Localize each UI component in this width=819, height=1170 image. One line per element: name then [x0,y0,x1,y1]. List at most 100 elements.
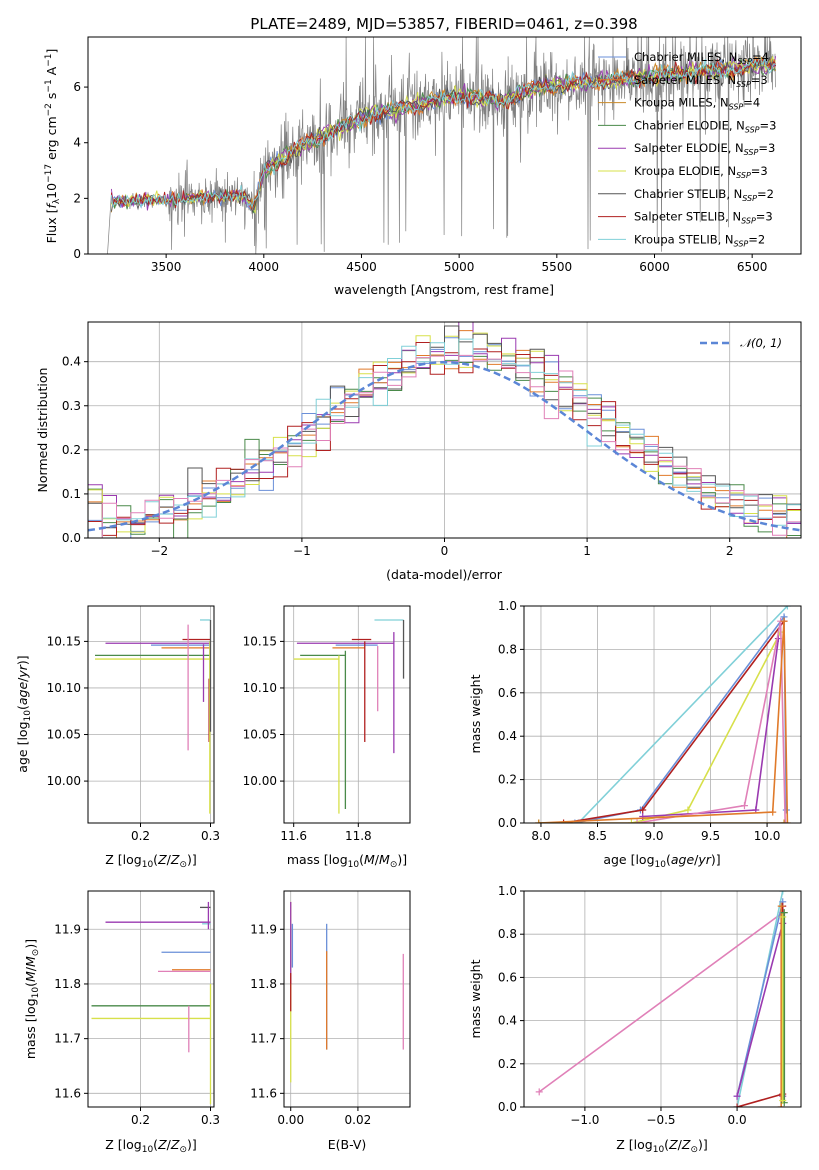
legend-label: Chabrier ELODIE, NSSP=3 [634,118,776,134]
y-tick-label: 10.00 [47,774,81,788]
residual-xlabel: (data-model)/error [386,567,503,582]
spectrum-legend: Chabrier MILES, NSSP=4 Salpeter MILES, NS… [598,50,776,248]
y-tick-label: 0.6 [498,970,517,984]
mass-vs-ebv-plot: 0.00 0.02 11.6 11.7 11.8 11.9 [250,891,410,1127]
mass-vs-z-ylabel: mass [log10(M/M⊙)] [23,939,41,1059]
mass-weight-marker [777,1103,785,1107]
mass-weight-line [538,911,784,1093]
y-tick-label: 0.4 [498,1014,517,1028]
y-tick-label: 11.9 [54,922,81,936]
mass-weight-marker [684,806,692,814]
x-tick-label: 0.3 [201,829,220,843]
y-tick-label: 0.0 [62,531,81,545]
massweight-vs-age-ylabel: mass weight [468,674,483,753]
x-tick-label: 10.0 [754,829,781,843]
x-tick-label: 0.2 [131,1113,150,1127]
plot-area [290,901,404,1083]
mass-weight-marker [740,802,748,810]
y-tick-label: 0.4 [62,355,81,369]
y-tick-label: 0.8 [498,642,517,656]
legend-label: Kroupa MILES, NSSP=4 [634,96,760,112]
plot-area [293,619,405,814]
x-tick-label: 0.02 [345,1113,372,1127]
mass-weight-marker [627,819,635,823]
age-vs-mass-plot: 11.6 11.8 10.00 10.05 10.10 10.15 [243,606,410,843]
y-tick-label: 10.05 [243,728,277,742]
x-tick-label: 11.6 [280,829,307,843]
x-tick-label: 5000 [444,260,475,274]
y-tick-label: 11.6 [250,1086,277,1100]
y-tick-label: 10.00 [243,774,277,788]
mass-vs-ebv-xlabel: E(B-V) [328,1137,367,1152]
mass-weight-marker [769,808,777,816]
mass-weight-line [736,923,784,1097]
grid-lines [88,606,214,823]
x-tick-label: 0.3 [201,1113,220,1127]
residual-ylabel: Normed distribution [35,368,50,493]
y-tick-label: 0.8 [498,927,517,941]
y-tick-label: 10.05 [47,728,81,742]
mass-weight-marker [783,819,791,823]
y-tick-label: 11.6 [54,1086,81,1100]
plot-area [91,901,212,1105]
y-tick-label: 0 [73,247,81,261]
legend-label: Chabrier STELIB, NSSP=2 [634,187,774,203]
mass-weight-marker [779,1097,787,1105]
age-vs-z-panel: 0.2 0.3 10.00 10.05 10.10 10.15 Z [log10(Z/Z⊙… [15,605,220,870]
x-tick-label: 0 [441,544,449,558]
legend-label: Kroupa STELIB, NSSP=2 [634,232,765,248]
legend-label: Salpeter ELODIE, NSSP=3 [634,141,775,157]
x-tick-label: 9.0 [644,829,663,843]
mass-vs-z-plot: 0.2 0.3 11.6 11.7 11.8 11.9 [54,891,220,1127]
mass-weight-marker [733,1092,741,1100]
x-tick-label: 5500 [542,260,573,274]
age-vs-z-xlabel: Z [log10(Z/Z⊙)] [105,852,197,870]
x-tick-label: 4000 [249,260,280,274]
mass-weight-line [636,621,786,823]
x-tick-label: 0.0 [728,1113,747,1127]
y-tick-label: 11.9 [250,922,277,936]
mass-vs-z-panel: 0.2 0.3 11.6 11.7 11.8 11.9 Z [log10(Z/Z⊙)] m… [23,890,220,1155]
spectrum-plot: 3500 4000 4500 5000 5500 6000 6500 0 2 4 6 [73,37,777,274]
x-tick-label: 3500 [151,260,182,274]
age-vs-z-ylabel: age [log10(age/yr)] [15,655,33,772]
spectrum-panel: PLATE=2489, MJD=53857, FIBERID=0461, z=0… [44,15,802,297]
normal-distribution-curve [88,360,801,532]
y-tick-label: 0.3 [62,399,81,413]
y-tick-label: 10.10 [243,681,277,695]
residual-panel: −2 −1 0 1 2 0.0 0.1 0.2 0.3 0.4 (data-model)/erro… [35,321,802,582]
grid-lines [524,605,801,824]
x-tick-label: 6000 [639,260,670,274]
mass-weight-marker [777,902,785,910]
mass-vs-z-xlabel: Z [log10(Z/Z⊙)] [105,1137,197,1155]
plot-area [95,619,212,814]
x-tick-label: −0.5 [646,1113,675,1127]
residual-histogram-step [88,325,801,538]
y-tick-label: 0.2 [62,443,81,457]
y-tick-label: 0.0 [498,816,517,830]
mass-weight-marker [780,909,788,917]
mass-weight-marker [733,1103,741,1107]
massweight-vs-age-panel: 8.0 8.5 9.0 9.5 10.0 0.0 0.2 0.4 0.6 0.8 1.0 age [… [468,599,802,870]
y-tick-label: 11.8 [54,977,81,991]
y-tick-label: 11.7 [250,1032,277,1046]
y-tick-label: 1.0 [498,599,517,613]
y-tick-label: 11.8 [250,977,277,991]
mass-vs-ebv-panel: 0.00 0.02 11.6 11.7 11.8 11.9 E(B-V) [250,890,411,1152]
legend-label: Salpeter MILES, NSSP=3 [634,73,768,89]
y-tick-label: 10.10 [47,681,81,695]
mass-weight-line [577,606,788,823]
y-tick-label: 10.15 [47,634,81,648]
x-tick-label: 2 [726,544,734,558]
residual-legend: 𝒩(0, 1) [700,336,782,350]
x-tick-label: 1 [583,544,591,558]
mass-weight-marker [779,891,787,895]
y-tick-label: 0.2 [498,1057,517,1071]
massweight-vs-age-plot: 8.0 8.5 9.0 9.5 10.0 0.0 0.2 0.4 0.6 0.8 1.0 [498,599,801,843]
mass-weight-marker [535,819,543,823]
residual-histogram-step [88,338,801,538]
model-spectrum-line [110,56,776,209]
spectrum-title: PLATE=2489, MJD=53857, FIBERID=0461, z=0… [250,15,637,33]
age-vs-z-plot: 0.2 0.3 10.00 10.05 10.10 10.15 [47,606,220,843]
